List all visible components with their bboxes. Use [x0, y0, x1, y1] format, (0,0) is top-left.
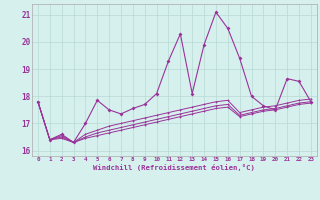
X-axis label: Windchill (Refroidissement éolien,°C): Windchill (Refroidissement éolien,°C) — [93, 164, 255, 171]
